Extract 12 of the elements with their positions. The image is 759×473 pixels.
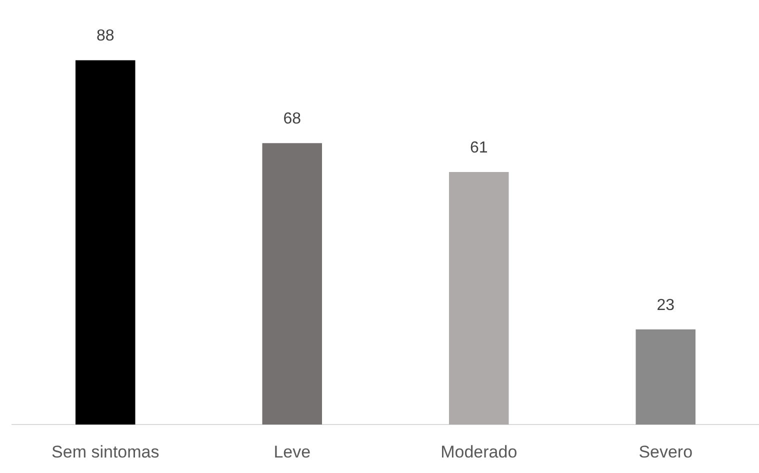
bar <box>262 143 322 425</box>
x-tick-label: Severo <box>638 442 693 462</box>
bar <box>636 329 696 425</box>
x-tick-label: Moderado <box>440 442 518 462</box>
data-label: 61 <box>470 139 488 156</box>
x-tick-label: Sem sintomas <box>52 442 160 462</box>
data-label: 68 <box>283 110 302 128</box>
x-tick-label: Leve <box>274 442 311 462</box>
bar <box>448 172 509 425</box>
data-label: 88 <box>96 28 114 45</box>
data-label: 23 <box>656 296 675 314</box>
bar <box>75 60 136 425</box>
